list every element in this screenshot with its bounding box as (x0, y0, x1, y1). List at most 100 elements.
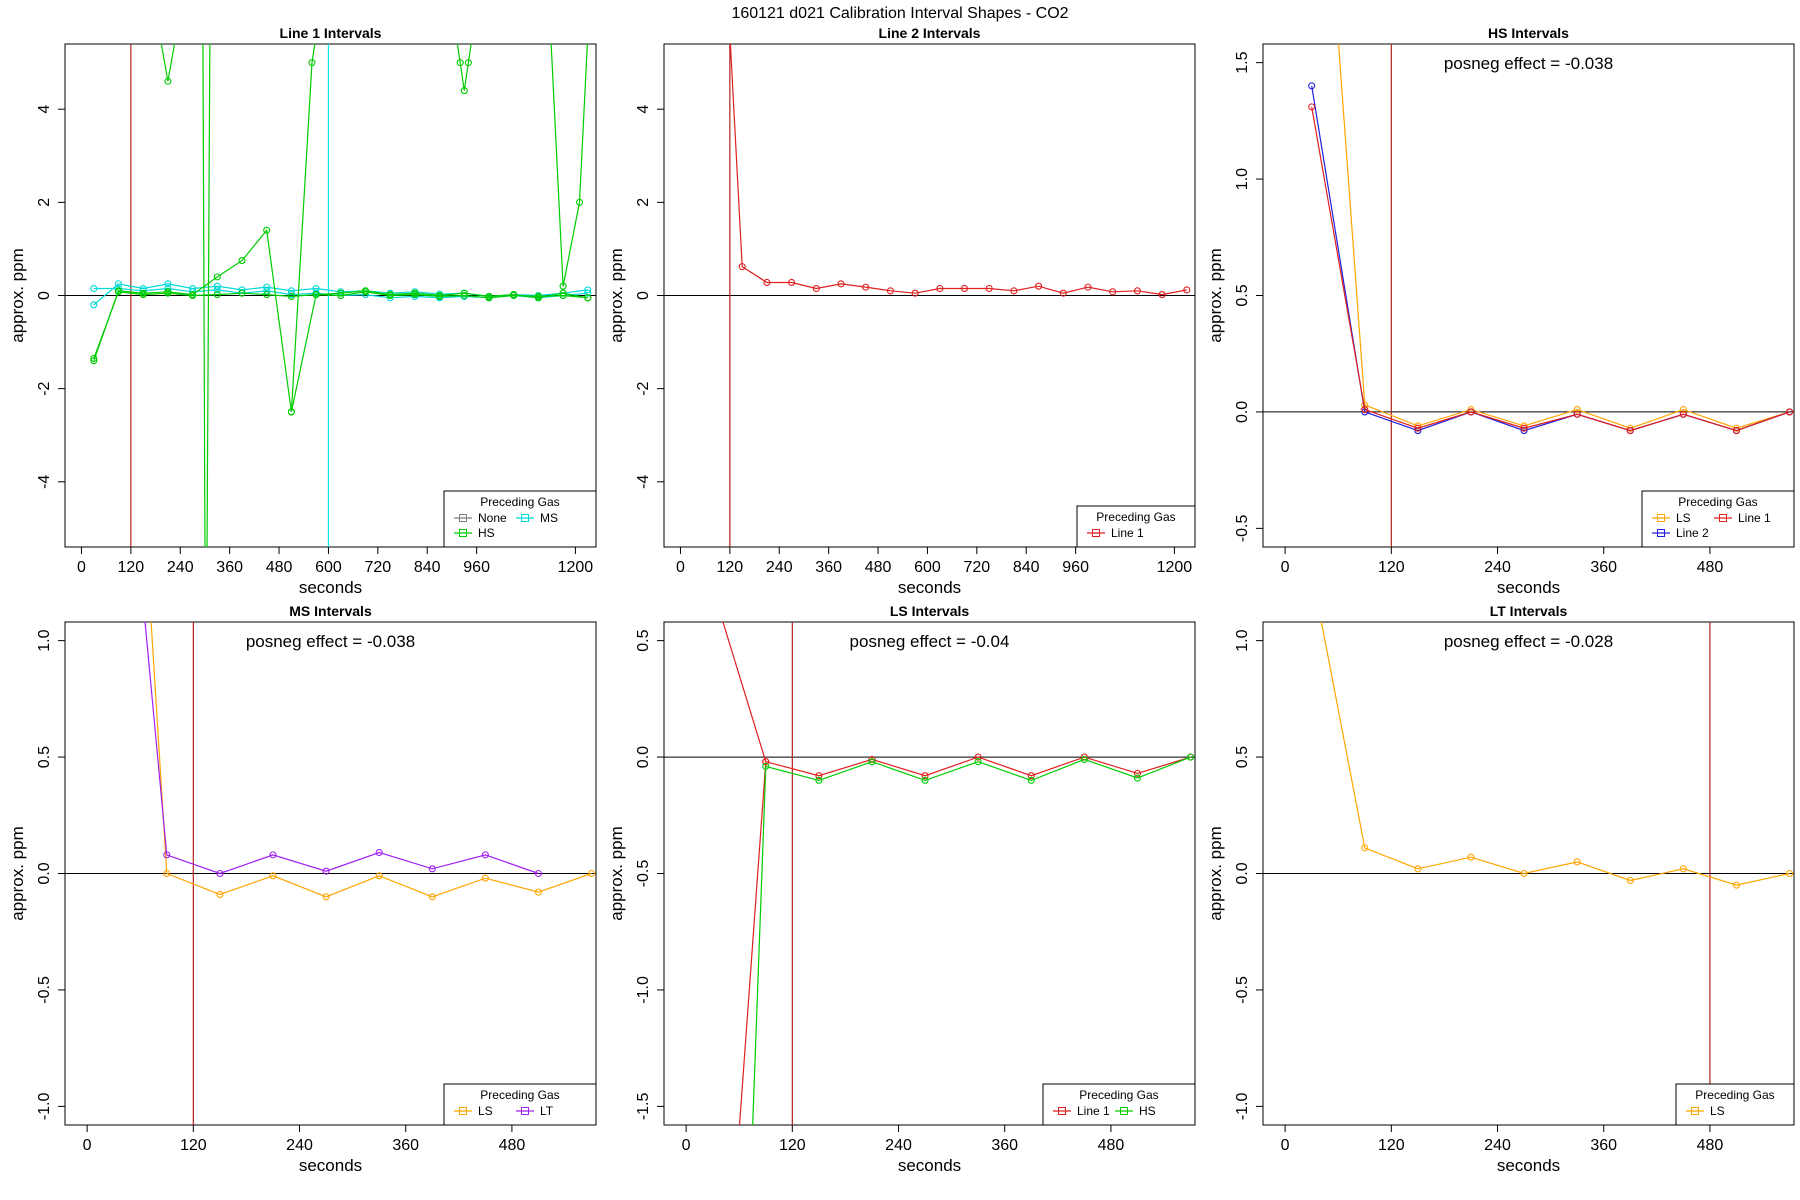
data-point (1679, 865, 1687, 873)
x-tick-label: 0 (682, 1137, 691, 1154)
data-point (1059, 289, 1067, 297)
series-line-hs (202, 44, 211, 547)
data-point (411, 291, 419, 299)
chart-panel-5: LS Intervals 0 120 240 360 480 seconds -1.5 -1.0… (607, 603, 1196, 1175)
y-axis-label: approx. ppm (8, 826, 27, 921)
data-point (1027, 776, 1035, 784)
x-tick-label: 1200 (1157, 559, 1193, 576)
data-point (322, 867, 330, 875)
series-line-ls (1337, 44, 1790, 429)
data-point (1573, 410, 1581, 418)
data-point (763, 278, 771, 287)
legend-entry: Line 1 (1077, 1104, 1110, 1118)
data-point (139, 287, 147, 295)
posneg-annotation: posneg effect = -0.038 (246, 632, 415, 651)
chart-title: MS Intervals (289, 603, 372, 619)
data-point (464, 59, 472, 67)
legend-box (1675, 1083, 1795, 1126)
data-point (815, 772, 823, 780)
data-point (216, 869, 224, 878)
series-line-line-1 (729, 44, 1187, 296)
legend-swatch-marker (459, 514, 467, 522)
data-point (263, 291, 271, 299)
y-tick-label: 0.5 (1234, 284, 1251, 306)
data-point (1467, 853, 1475, 861)
series-line-hs (160, 44, 176, 82)
y-axis-label: approx. ppm (1206, 248, 1225, 343)
y-tick-label: -0.5 (1234, 976, 1251, 1004)
x-tick-label: 120 (717, 559, 744, 576)
legend-swatch-marker (1092, 529, 1100, 537)
legend-entry: LS (1676, 511, 1691, 525)
data-point (837, 280, 845, 288)
data-point (322, 893, 330, 901)
data-point (1679, 410, 1687, 418)
data-point (936, 284, 944, 293)
data-point (1626, 427, 1634, 435)
data-point (386, 291, 394, 300)
x-tick-label: 360 (991, 1137, 1018, 1154)
data-point (114, 280, 123, 288)
legend-entry: Line 1 (1738, 511, 1771, 525)
x-tick-label: 840 (1013, 559, 1040, 576)
data-point (213, 286, 221, 294)
data-point (163, 851, 171, 859)
x-axis-label: seconds (898, 578, 961, 597)
chart-panel-6: LT Intervals 0 120 240 360 480 seconds -1.0 -0.5… (1206, 603, 1795, 1175)
data-point (868, 758, 876, 766)
data-point (1133, 774, 1142, 782)
y-tick-label: 0.5 (36, 746, 53, 768)
data-point (1084, 283, 1092, 291)
data-point (337, 289, 345, 297)
series-line-hs (290, 44, 316, 412)
data-point (1626, 424, 1634, 432)
plot-frame (663, 621, 1196, 1126)
y-tick-label: 1.0 (36, 629, 53, 651)
y-tick-label: 1.0 (1234, 629, 1251, 651)
series-line-hs (93, 228, 588, 413)
plot-frame (1262, 43, 1795, 548)
data-point (921, 776, 929, 784)
legend-swatch-marker (1657, 529, 1665, 537)
x-tick-label: 840 (414, 559, 441, 576)
legend-entry: MS (540, 511, 558, 525)
data-point (485, 294, 493, 302)
data-point (974, 758, 982, 766)
series-line-hs (93, 291, 588, 359)
x-axis-label: seconds (299, 1156, 362, 1175)
data-point (1308, 103, 1316, 111)
data-point (1035, 282, 1043, 290)
data-point (886, 287, 894, 295)
x-axis-label: seconds (299, 578, 362, 597)
data-point (1520, 422, 1528, 430)
x-tick-label: 120 (1378, 1137, 1405, 1154)
legend-swatch-marker (1691, 1107, 1699, 1115)
data-point (1520, 869, 1528, 878)
data-point (534, 869, 543, 878)
data-point (287, 408, 295, 416)
data-point (911, 289, 919, 297)
legend-box (443, 490, 597, 548)
x-tick-label: 960 (1062, 559, 1089, 576)
data-point (1573, 858, 1581, 866)
series-line-line-2 (1311, 85, 1790, 432)
data-point (238, 289, 246, 297)
data-point (1732, 424, 1741, 432)
x-tick-label: 360 (392, 1137, 419, 1154)
x-tick-label: 1200 (558, 559, 594, 576)
chart-title: LS Intervals (890, 603, 970, 619)
series-line-ls (150, 622, 592, 898)
chart-title: LT Intervals (1490, 603, 1568, 619)
data-point (312, 291, 320, 299)
x-tick-label: 120 (779, 1137, 806, 1154)
posneg-annotation: posneg effect = -0.04 (850, 632, 1010, 651)
y-tick-label: 0.0 (1234, 401, 1251, 423)
y-tick-label: 1.5 (1234, 51, 1251, 73)
series-line-ls (1320, 622, 1790, 886)
legend: Preceding Gas LS LT (443, 1083, 597, 1126)
data-point (584, 289, 592, 297)
x-tick-label: 240 (286, 1137, 313, 1154)
series-line-line-1 (1311, 106, 1790, 432)
x-tick-label: 240 (167, 559, 194, 576)
data-point (1010, 287, 1018, 295)
